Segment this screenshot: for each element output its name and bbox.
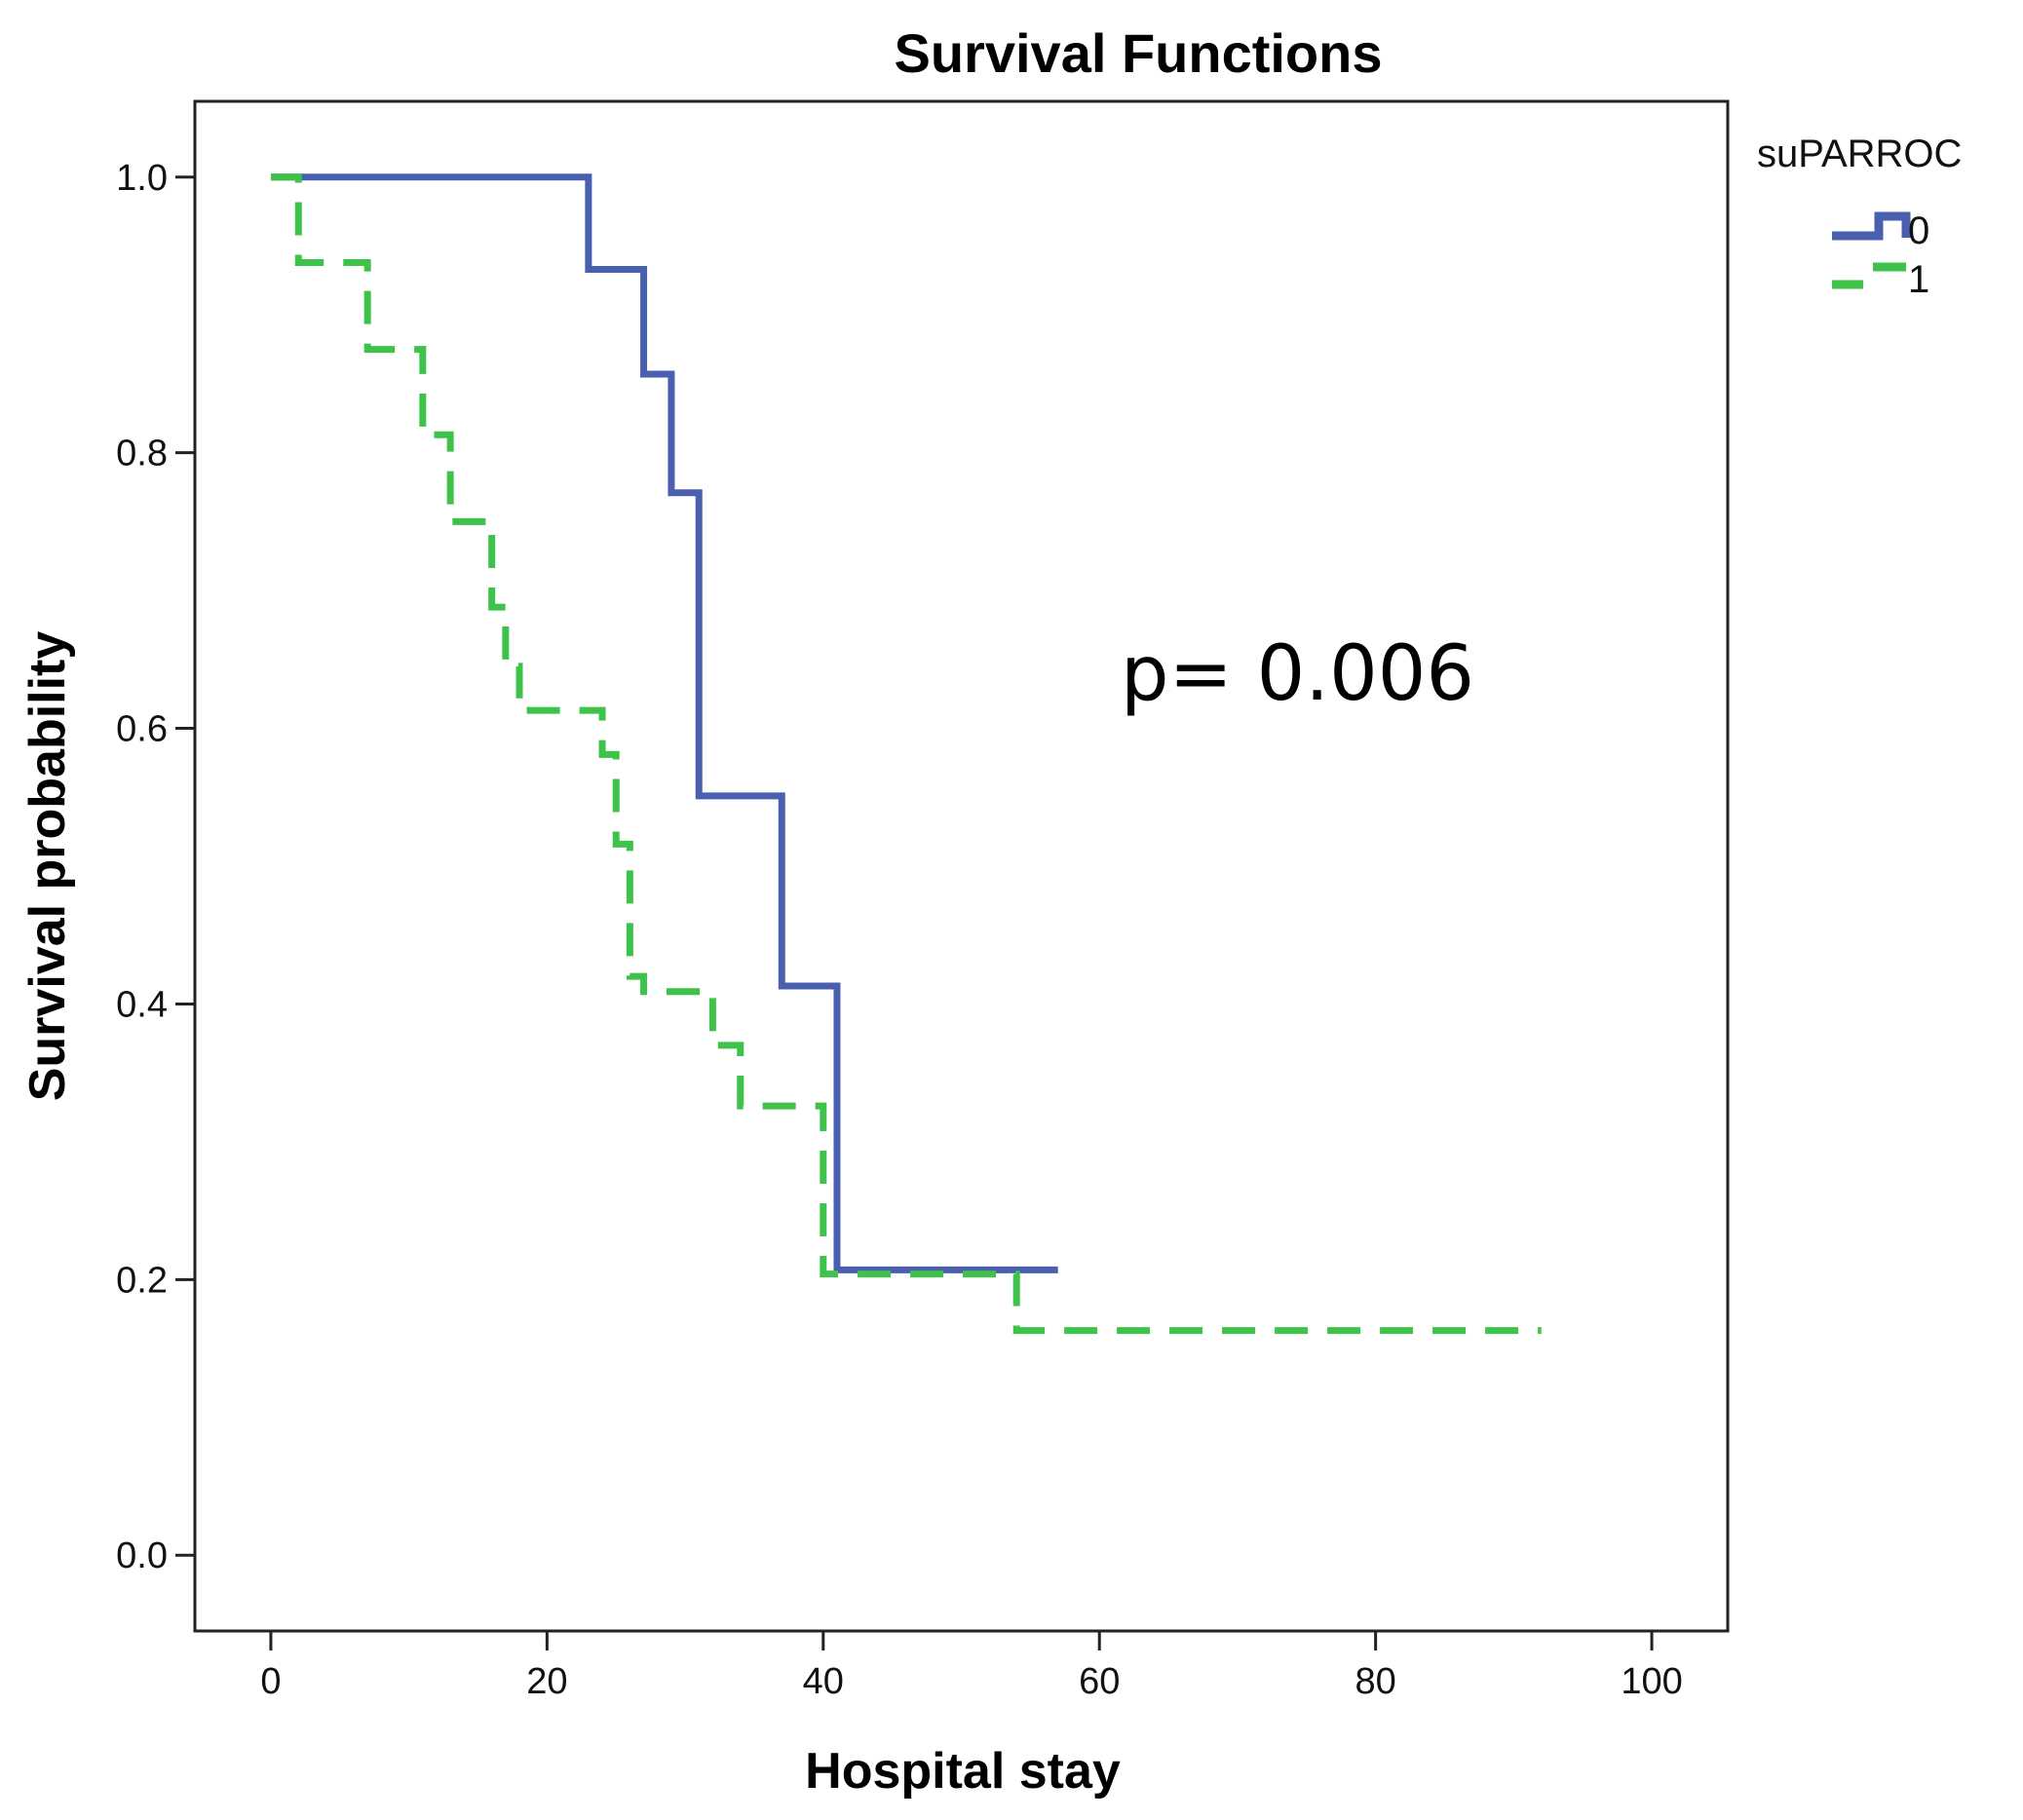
y-tick-label: 0.6 [116,709,168,750]
y-tick-label: 1.0 [116,158,168,199]
x-tick-label: 60 [1079,1661,1120,1702]
y-tick-label: 0.4 [116,984,168,1025]
x-axis-title: Hospital stay [805,1743,1121,1800]
series-layer [270,173,1542,1335]
y-axis: 0.0 0.2 0.4 0.6 0.8 1.0 [116,158,195,1576]
x-tick-label: 20 [526,1661,567,1702]
survival-curve-0 [270,173,1058,1273]
legend-label-1: 1 [1908,258,1929,301]
x-tick-label: 80 [1355,1661,1395,1702]
y-tick-label: 0.2 [116,1260,168,1301]
legend: suPARROC 0 1 [1757,133,1962,301]
legend-label-0: 0 [1908,209,1929,252]
x-tick-label: 100 [1621,1661,1682,1702]
y-tick-label: 0.0 [116,1536,168,1576]
survival-curve-1 [270,173,1542,1335]
plot-frame [193,99,1730,1633]
x-tick-label: 40 [803,1661,844,1702]
legend-title: suPARROC [1757,133,1962,175]
x-tick-label: 0 [260,1661,281,1702]
y-axis-title: Survival probability [19,631,76,1102]
legend-swatch-0 [1832,211,1911,241]
x-axis: 0 20 40 60 80 100 [260,1631,1683,1702]
y-tick-label: 0.8 [116,434,168,474]
legend-swatch-1 [1832,262,1906,289]
chart-title: Survival Functions [895,22,1383,84]
p-value-annotation: p= 0.006 [1121,630,1474,718]
